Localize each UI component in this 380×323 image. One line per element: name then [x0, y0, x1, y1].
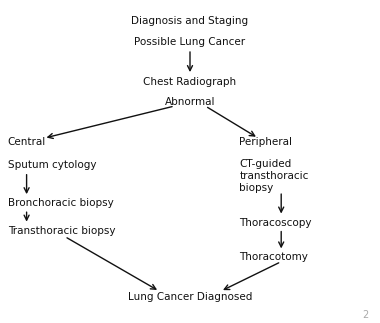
Text: Sputum cytology: Sputum cytology — [8, 160, 96, 170]
Text: Central: Central — [8, 137, 46, 147]
Text: Abnormal: Abnormal — [165, 97, 215, 107]
Text: Chest Radiograph: Chest Radiograph — [143, 78, 237, 87]
Text: Peripheral: Peripheral — [239, 137, 292, 147]
Text: Diagnosis and Staging: Diagnosis and Staging — [131, 16, 249, 26]
Text: Possible Lung Cancer: Possible Lung Cancer — [135, 37, 245, 47]
Text: 2: 2 — [363, 310, 369, 320]
Text: Transthoracic biopsy: Transthoracic biopsy — [8, 226, 115, 236]
Text: Lung Cancer Diagnosed: Lung Cancer Diagnosed — [128, 292, 252, 302]
Text: Thoracotomy: Thoracotomy — [239, 252, 308, 262]
Text: CT-guided
transthoracic
biopsy: CT-guided transthoracic biopsy — [239, 160, 309, 193]
Text: Bronchoracic biopsy: Bronchoracic biopsy — [8, 199, 113, 208]
Text: Thoracoscopy: Thoracoscopy — [239, 218, 312, 228]
